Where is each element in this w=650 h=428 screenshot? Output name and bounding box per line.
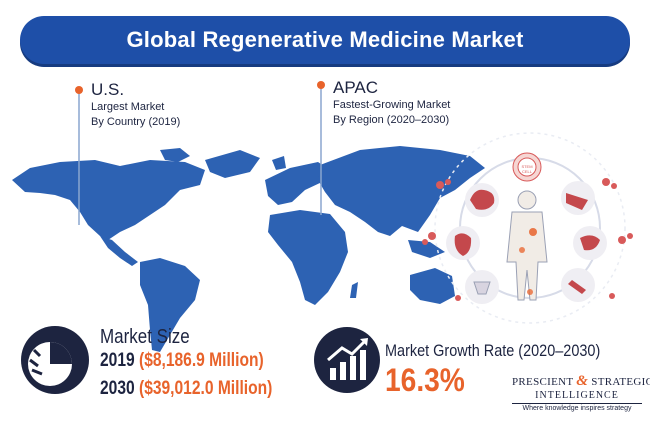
map-australia bbox=[410, 268, 455, 304]
logo-line1: PRESCIENT & STRATEGIC bbox=[512, 373, 650, 390]
apac-callout-line1: Fastest-Growing Market bbox=[333, 99, 451, 111]
market-size-value-2030: ($39,012.0 Million) bbox=[139, 378, 273, 399]
us-callout-line2: By Country (2019) bbox=[91, 116, 181, 128]
growth-rate-label: Market Growth Rate (2020–2030) bbox=[385, 341, 601, 360]
apac-pin bbox=[317, 81, 325, 89]
us-pin bbox=[75, 86, 83, 94]
apac-callout-line2: By Region (2020–2030) bbox=[333, 114, 450, 126]
title-banner: Global Regenerative Medicine Market bbox=[20, 16, 630, 64]
logo-ampersand: & bbox=[576, 373, 589, 389]
map-africa bbox=[268, 210, 348, 305]
apac-callout-heading: APAC bbox=[333, 78, 379, 97]
market-size-year-2019: 2019 bbox=[100, 350, 135, 371]
logo-word1: PRESCIENT bbox=[512, 376, 574, 388]
us-callout: U.S. Largest Market By Country (2019) bbox=[91, 80, 180, 130]
market-size-row-2030: 2030 ($39,012.0 Million) bbox=[100, 378, 272, 400]
page-title: Global Regenerative Medicine Market bbox=[126, 27, 524, 52]
us-callout-heading: U.S. bbox=[91, 80, 125, 99]
apac-callout: APAC Fastest-Growing Market By Region (2… bbox=[333, 78, 450, 128]
map-europe bbox=[265, 162, 330, 205]
company-logo: PRESCIENT & STRATEGIC INTELLIGENCE Where… bbox=[512, 373, 650, 412]
stem-cell-label: STEM CELL bbox=[521, 164, 533, 174]
market-size-row-2019: 2019 ($8,186.9 Million) bbox=[100, 350, 264, 372]
market-size-label: Market Size bbox=[100, 326, 190, 348]
human-body-illustration bbox=[422, 132, 633, 324]
market-size-value-2019: ($8,186.9 Million) bbox=[139, 350, 264, 371]
map-south-america bbox=[140, 258, 200, 352]
map-asia bbox=[318, 146, 485, 236]
logo-word3: INTELLIGENCE bbox=[535, 390, 619, 401]
logo-tagline: Where knowledge inspires strategy bbox=[512, 403, 642, 412]
market-size-year-2030: 2030 bbox=[100, 378, 135, 399]
pie-chart-icon bbox=[21, 326, 89, 394]
logo-word2: STRATEGIC bbox=[591, 376, 650, 388]
us-callout-line1: Largest Market bbox=[91, 101, 165, 113]
map-north-america bbox=[12, 160, 205, 240]
growth-rate-value: 16.3% bbox=[385, 362, 465, 398]
growth-chart-icon bbox=[314, 327, 380, 393]
